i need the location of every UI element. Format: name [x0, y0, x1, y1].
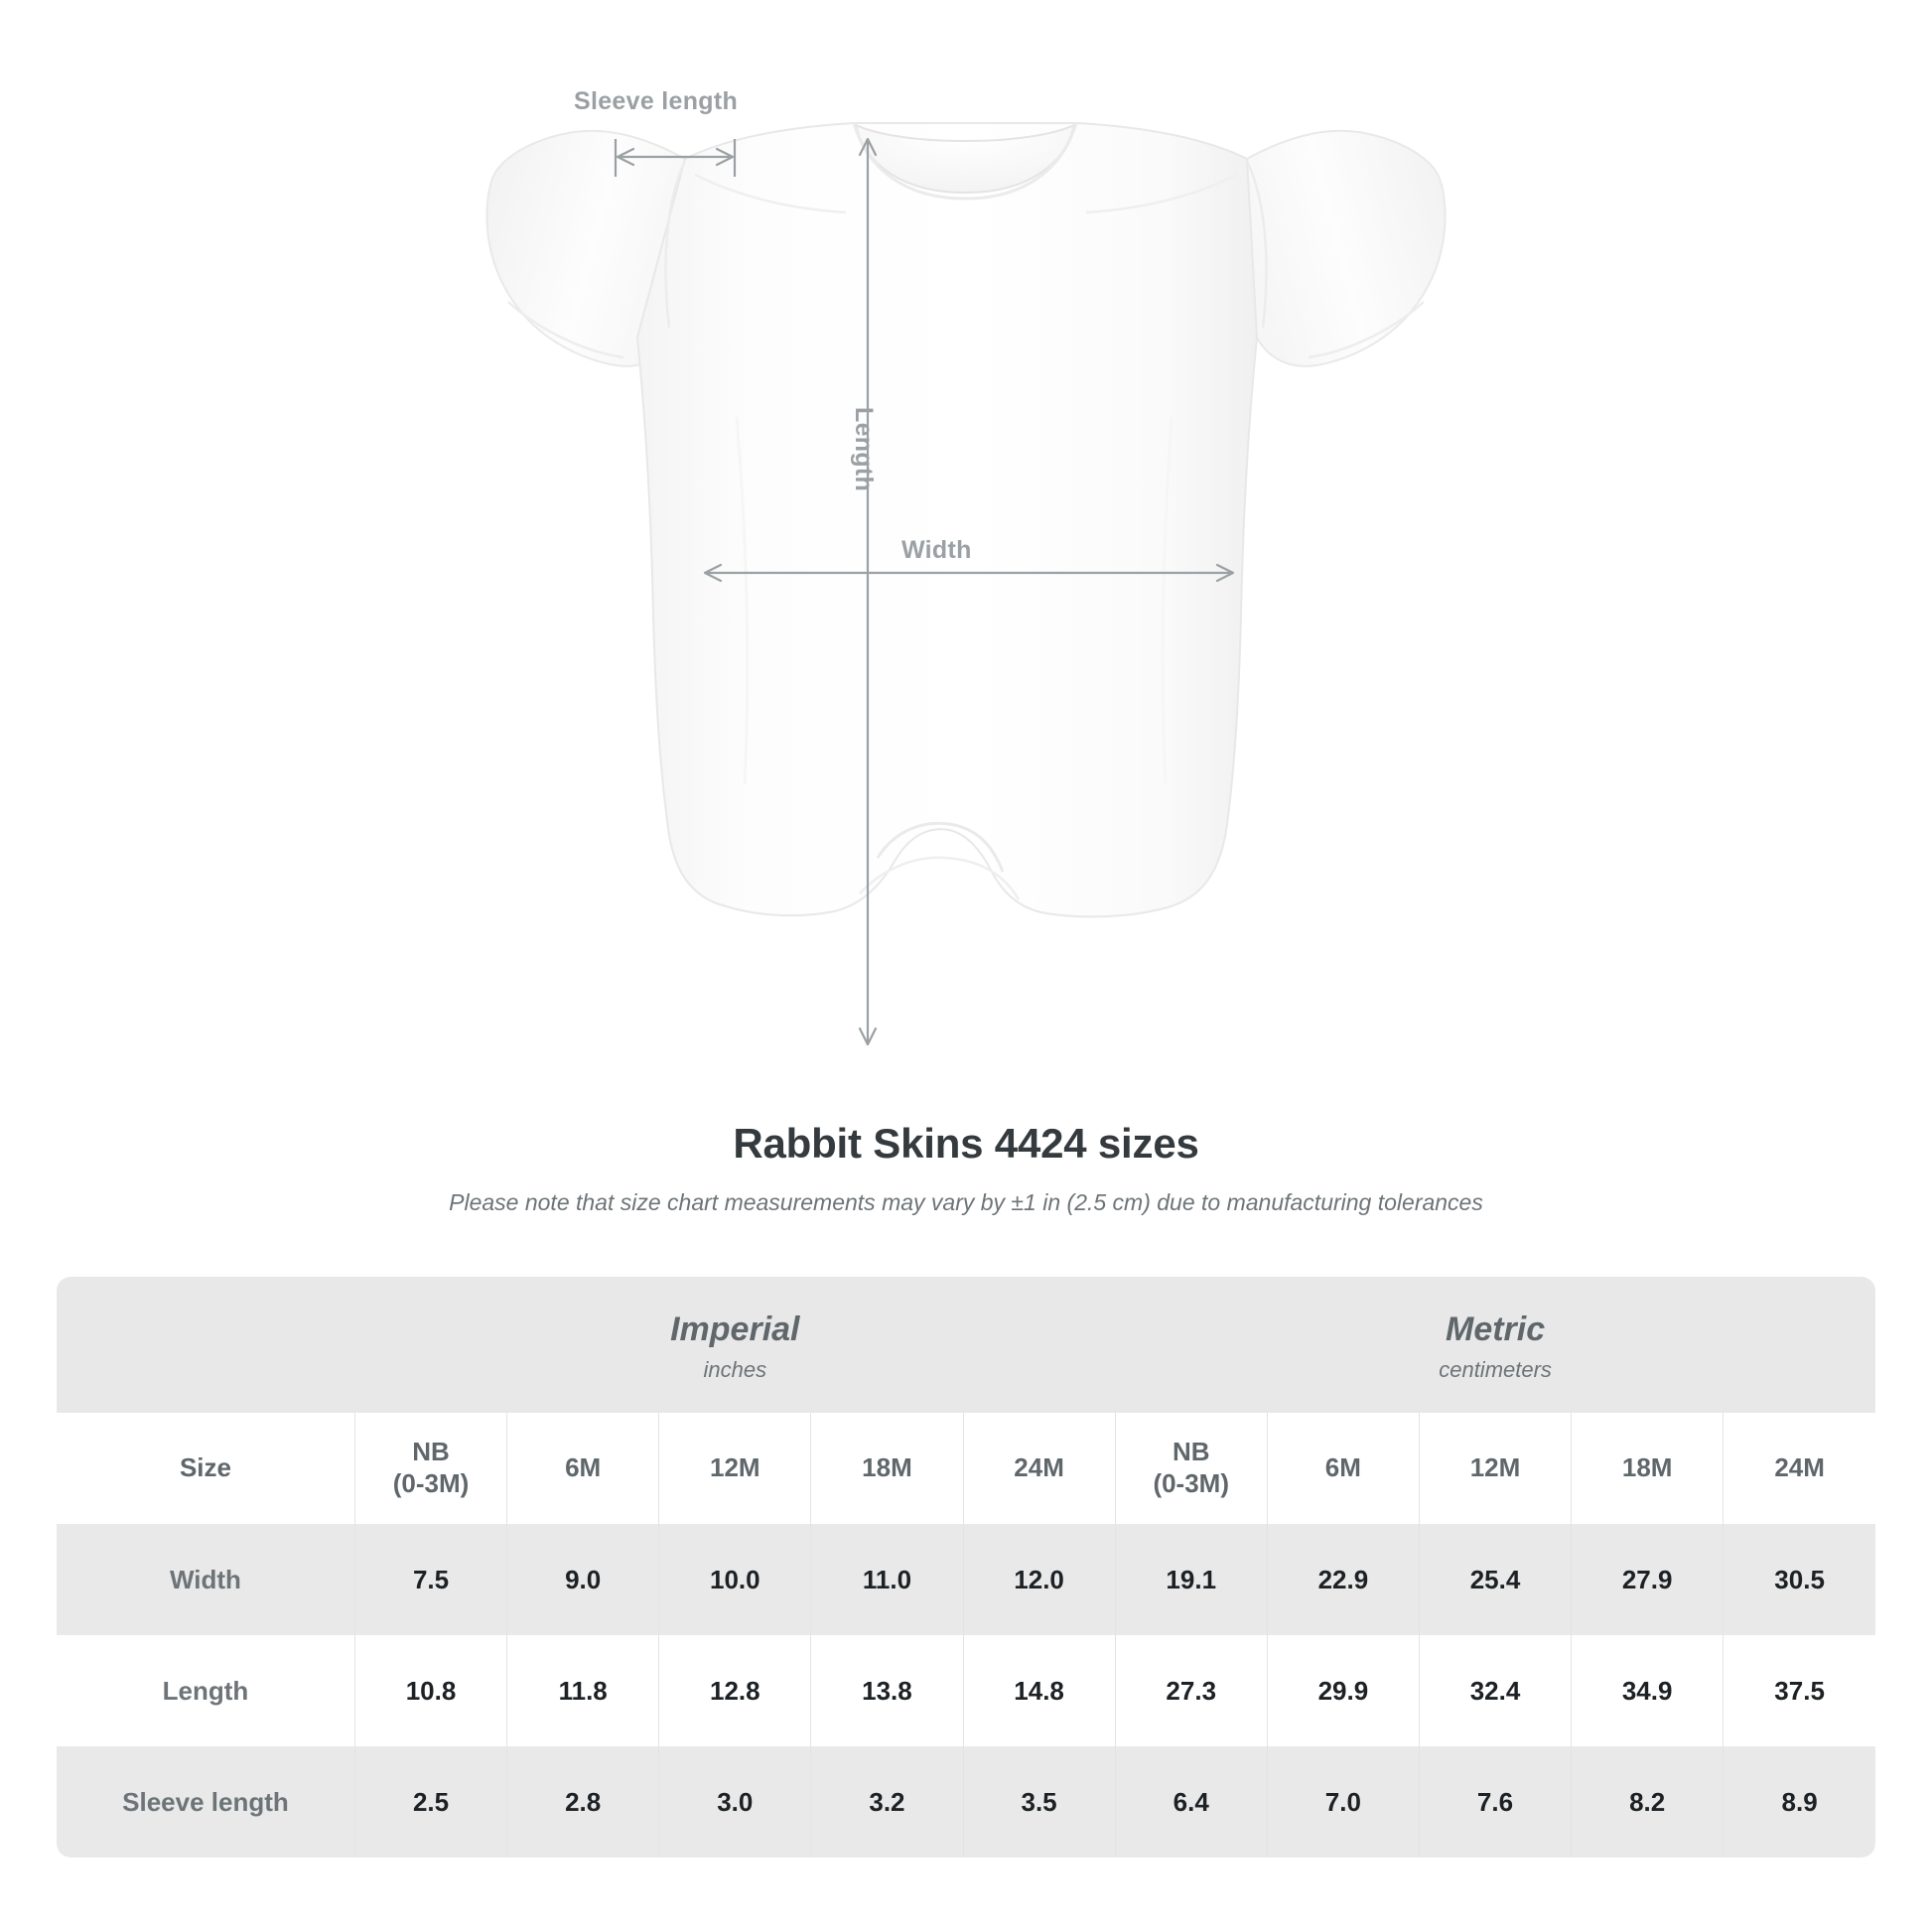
corner-header-size: Size [57, 1413, 355, 1525]
sleeve-length-annotation-label: Sleeve length [574, 87, 739, 115]
row-label-length: Length [57, 1635, 355, 1747]
cell-width-metric-6m: 22.9 [1267, 1524, 1420, 1636]
page-title: Rabbit Skins 4424 sizes [733, 1120, 1199, 1167]
cell-length-imperial-12m: 12.8 [658, 1635, 812, 1747]
cell-width-metric-nb: 19.1 [1115, 1524, 1268, 1636]
column-header-label: 6M [1324, 1452, 1361, 1483]
unit-name-imperial: Imperial [670, 1311, 800, 1348]
bodysuit-shape [485, 122, 1447, 918]
column-header-sublabel: (0-3M) [1153, 1468, 1229, 1499]
column-header-label: NB [412, 1437, 450, 1467]
cell-width-metric-18m: 27.9 [1571, 1524, 1725, 1636]
column-header-imperial-12m: 12M [658, 1413, 812, 1525]
size-table-container: Imperial inches Metric centimeters Size … [57, 1277, 1875, 1859]
length-annotation-label: Length [850, 407, 878, 492]
column-header-label: 24M [1774, 1452, 1825, 1483]
cell-sleeve-metric-nb: 6.4 [1115, 1746, 1268, 1859]
cell-sleeve-imperial-6m: 2.8 [506, 1746, 660, 1859]
column-header-metric-nb: NB (0-3M) [1115, 1413, 1268, 1525]
cell-length-metric-12m: 32.4 [1419, 1635, 1573, 1747]
row-label-sleeve-length: Sleeve length [57, 1746, 355, 1859]
unit-banner-metric: Metric centimeters [1115, 1277, 1875, 1414]
cell-sleeve-metric-12m: 7.6 [1419, 1746, 1573, 1859]
cell-length-metric-6m: 29.9 [1267, 1635, 1420, 1747]
unit-sub-metric: centimeters [1439, 1357, 1552, 1383]
column-header-metric-18m: 18M [1571, 1413, 1725, 1525]
column-header-row: Size NB (0-3M) 6M 12M 18M 24M [57, 1413, 1875, 1525]
row-label-width: Width [57, 1524, 355, 1636]
column-header-label: 12M [710, 1452, 760, 1483]
unit-sub-imperial: inches [703, 1357, 767, 1383]
cell-width-imperial-6m: 9.0 [506, 1524, 660, 1636]
column-header-label: 18M [1621, 1452, 1673, 1483]
cell-width-metric-12m: 25.4 [1419, 1524, 1573, 1636]
unit-banner-spacer [57, 1277, 355, 1414]
cell-length-imperial-18m: 13.8 [810, 1635, 964, 1747]
table-row: Sleeve length 2.5 2.8 3.0 3.2 3.5 6.4 7.… [57, 1746, 1875, 1859]
column-header-label: 6M [565, 1452, 602, 1483]
width-dimension [703, 563, 1235, 583]
sleeve-length-dimension [614, 139, 737, 177]
cell-width-imperial-24m: 12.0 [963, 1524, 1116, 1636]
chart-heading: Rabbit Skins 4424 sizes Please note that… [0, 1120, 1932, 1216]
cell-width-imperial-nb: 7.5 [354, 1524, 508, 1636]
cell-sleeve-imperial-18m: 3.2 [810, 1746, 964, 1859]
cell-sleeve-metric-18m: 8.2 [1571, 1746, 1725, 1859]
column-header-metric-24m: 24M [1723, 1413, 1875, 1525]
cell-sleeve-metric-6m: 7.0 [1267, 1746, 1420, 1859]
column-header-metric-6m: 6M [1267, 1413, 1420, 1525]
cell-length-imperial-6m: 11.8 [506, 1635, 660, 1747]
cell-sleeve-metric-24m: 8.9 [1723, 1746, 1875, 1859]
length-dimension [858, 137, 878, 1046]
width-annotation-label: Width [901, 536, 972, 564]
table-row: Width 7.5 9.0 10.0 11.0 12.0 19.1 22.9 2… [57, 1524, 1875, 1636]
column-header-imperial-24m: 24M [963, 1413, 1116, 1525]
cell-sleeve-imperial-24m: 3.5 [963, 1746, 1116, 1859]
measurement-annotations [614, 137, 1235, 1046]
garment-illustration: Sleeve length Length Width [485, 87, 1447, 1046]
cell-width-metric-24m: 30.5 [1723, 1524, 1875, 1636]
size-chart-table: Imperial inches Metric centimeters Size … [57, 1277, 1875, 1859]
cell-length-imperial-nb: 10.8 [354, 1635, 508, 1747]
table-row: Length 10.8 11.8 12.8 13.8 14.8 27.3 29.… [57, 1635, 1875, 1747]
column-header-metric-12m: 12M [1419, 1413, 1573, 1525]
column-header-imperial-18m: 18M [810, 1413, 964, 1525]
column-header-label: 18M [862, 1452, 912, 1483]
cell-length-metric-18m: 34.9 [1571, 1635, 1725, 1747]
column-header-label: 12M [1469, 1452, 1521, 1483]
column-header-label: 24M [1014, 1452, 1064, 1483]
cell-sleeve-imperial-12m: 3.0 [658, 1746, 812, 1859]
column-header-imperial-6m: 6M [506, 1413, 660, 1525]
cell-length-imperial-24m: 14.8 [963, 1635, 1116, 1747]
column-header-label: NB [1172, 1437, 1210, 1467]
cell-width-imperial-18m: 11.0 [810, 1524, 964, 1636]
cell-length-metric-nb: 27.3 [1115, 1635, 1268, 1747]
unit-banner-row: Imperial inches Metric centimeters [57, 1277, 1875, 1414]
cell-length-metric-24m: 37.5 [1723, 1635, 1875, 1747]
cell-sleeve-imperial-nb: 2.5 [354, 1746, 508, 1859]
measurement-tolerance-note: Please note that size chart measurements… [449, 1189, 1483, 1215]
cell-width-imperial-12m: 10.0 [658, 1524, 812, 1636]
column-header-imperial-nb: NB (0-3M) [354, 1413, 508, 1525]
column-header-sublabel: (0-3M) [392, 1468, 470, 1499]
unit-name-metric: Metric [1446, 1311, 1546, 1348]
unit-banner-imperial: Imperial inches [354, 1277, 1116, 1414]
